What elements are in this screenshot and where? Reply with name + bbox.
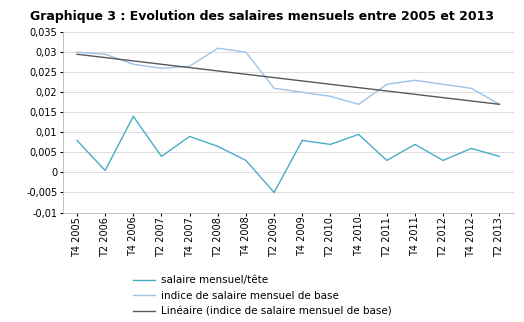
salaire mensuel/tête — [158, 155, 165, 158]
indice de salaire mensuel de base — [355, 102, 362, 106]
indice de salaire mensuel de base — [102, 52, 108, 56]
salaire mensuel/tête — [243, 158, 249, 162]
salaire mensuel/tête — [328, 142, 334, 146]
Linéaire (indice de salaire mensuel de base) — [130, 59, 136, 63]
Linéaire (indice de salaire mensuel de base) — [468, 99, 474, 103]
indice de salaire mensuel de base — [271, 86, 277, 90]
Linéaire (indice de salaire mensuel de base) — [243, 72, 249, 76]
salaire mensuel/tête — [384, 158, 390, 162]
salaire mensuel/tête — [355, 132, 362, 136]
Linéaire (indice de salaire mensuel de base) — [299, 79, 305, 83]
indice de salaire mensuel de base — [412, 78, 418, 82]
indice de salaire mensuel de base — [243, 50, 249, 54]
indice de salaire mensuel de base — [384, 82, 390, 86]
indice de salaire mensuel de base — [328, 94, 334, 98]
salaire mensuel/tête — [440, 158, 446, 162]
Linéaire (indice de salaire mensuel de base) — [187, 66, 193, 70]
Linéaire (indice de salaire mensuel de base) — [74, 52, 80, 56]
Linéaire (indice de salaire mensuel de base) — [496, 102, 503, 106]
salaire mensuel/tête — [271, 191, 277, 194]
Line: indice de salaire mensuel de base: indice de salaire mensuel de base — [77, 48, 499, 104]
Linéaire (indice de salaire mensuel de base) — [355, 86, 362, 90]
indice de salaire mensuel de base — [215, 46, 221, 50]
Line: Linéaire (indice de salaire mensuel de base): Linéaire (indice de salaire mensuel de b… — [77, 54, 499, 104]
salaire mensuel/tête — [215, 145, 221, 148]
salaire mensuel/tête — [74, 138, 80, 142]
Linéaire (indice de salaire mensuel de base) — [271, 76, 277, 80]
Linéaire (indice de salaire mensuel de base) — [102, 56, 108, 60]
indice de salaire mensuel de base — [158, 66, 165, 70]
Linéaire (indice de salaire mensuel de base) — [158, 62, 165, 66]
Linéaire (indice de salaire mensuel de base) — [328, 82, 334, 86]
indice de salaire mensuel de base — [299, 90, 305, 94]
salaire mensuel/tête — [468, 147, 474, 150]
salaire mensuel/tête — [187, 135, 193, 138]
Text: Graphique 3 : Evolution des salaires mensuels entre 2005 et 2013: Graphique 3 : Evolution des salaires men… — [30, 10, 494, 23]
indice de salaire mensuel de base — [74, 50, 80, 54]
indice de salaire mensuel de base — [130, 62, 136, 66]
Line: salaire mensuel/tête: salaire mensuel/tête — [77, 116, 499, 193]
indice de salaire mensuel de base — [496, 102, 503, 106]
salaire mensuel/tête — [412, 142, 418, 146]
salaire mensuel/tête — [299, 138, 305, 142]
Linéaire (indice de salaire mensuel de base) — [384, 89, 390, 93]
salaire mensuel/tête — [102, 168, 108, 172]
indice de salaire mensuel de base — [187, 64, 193, 68]
Linéaire (indice de salaire mensuel de base) — [440, 96, 446, 99]
indice de salaire mensuel de base — [440, 82, 446, 86]
salaire mensuel/tête — [496, 155, 503, 158]
indice de salaire mensuel de base — [468, 86, 474, 90]
salaire mensuel/tête — [130, 114, 136, 118]
Legend: salaire mensuel/tête, indice de salaire mensuel de base, Linéaire (indice de sal: salaire mensuel/tête, indice de salaire … — [133, 275, 391, 317]
Linéaire (indice de salaire mensuel de base) — [412, 92, 418, 96]
Linéaire (indice de salaire mensuel de base) — [215, 69, 221, 73]
